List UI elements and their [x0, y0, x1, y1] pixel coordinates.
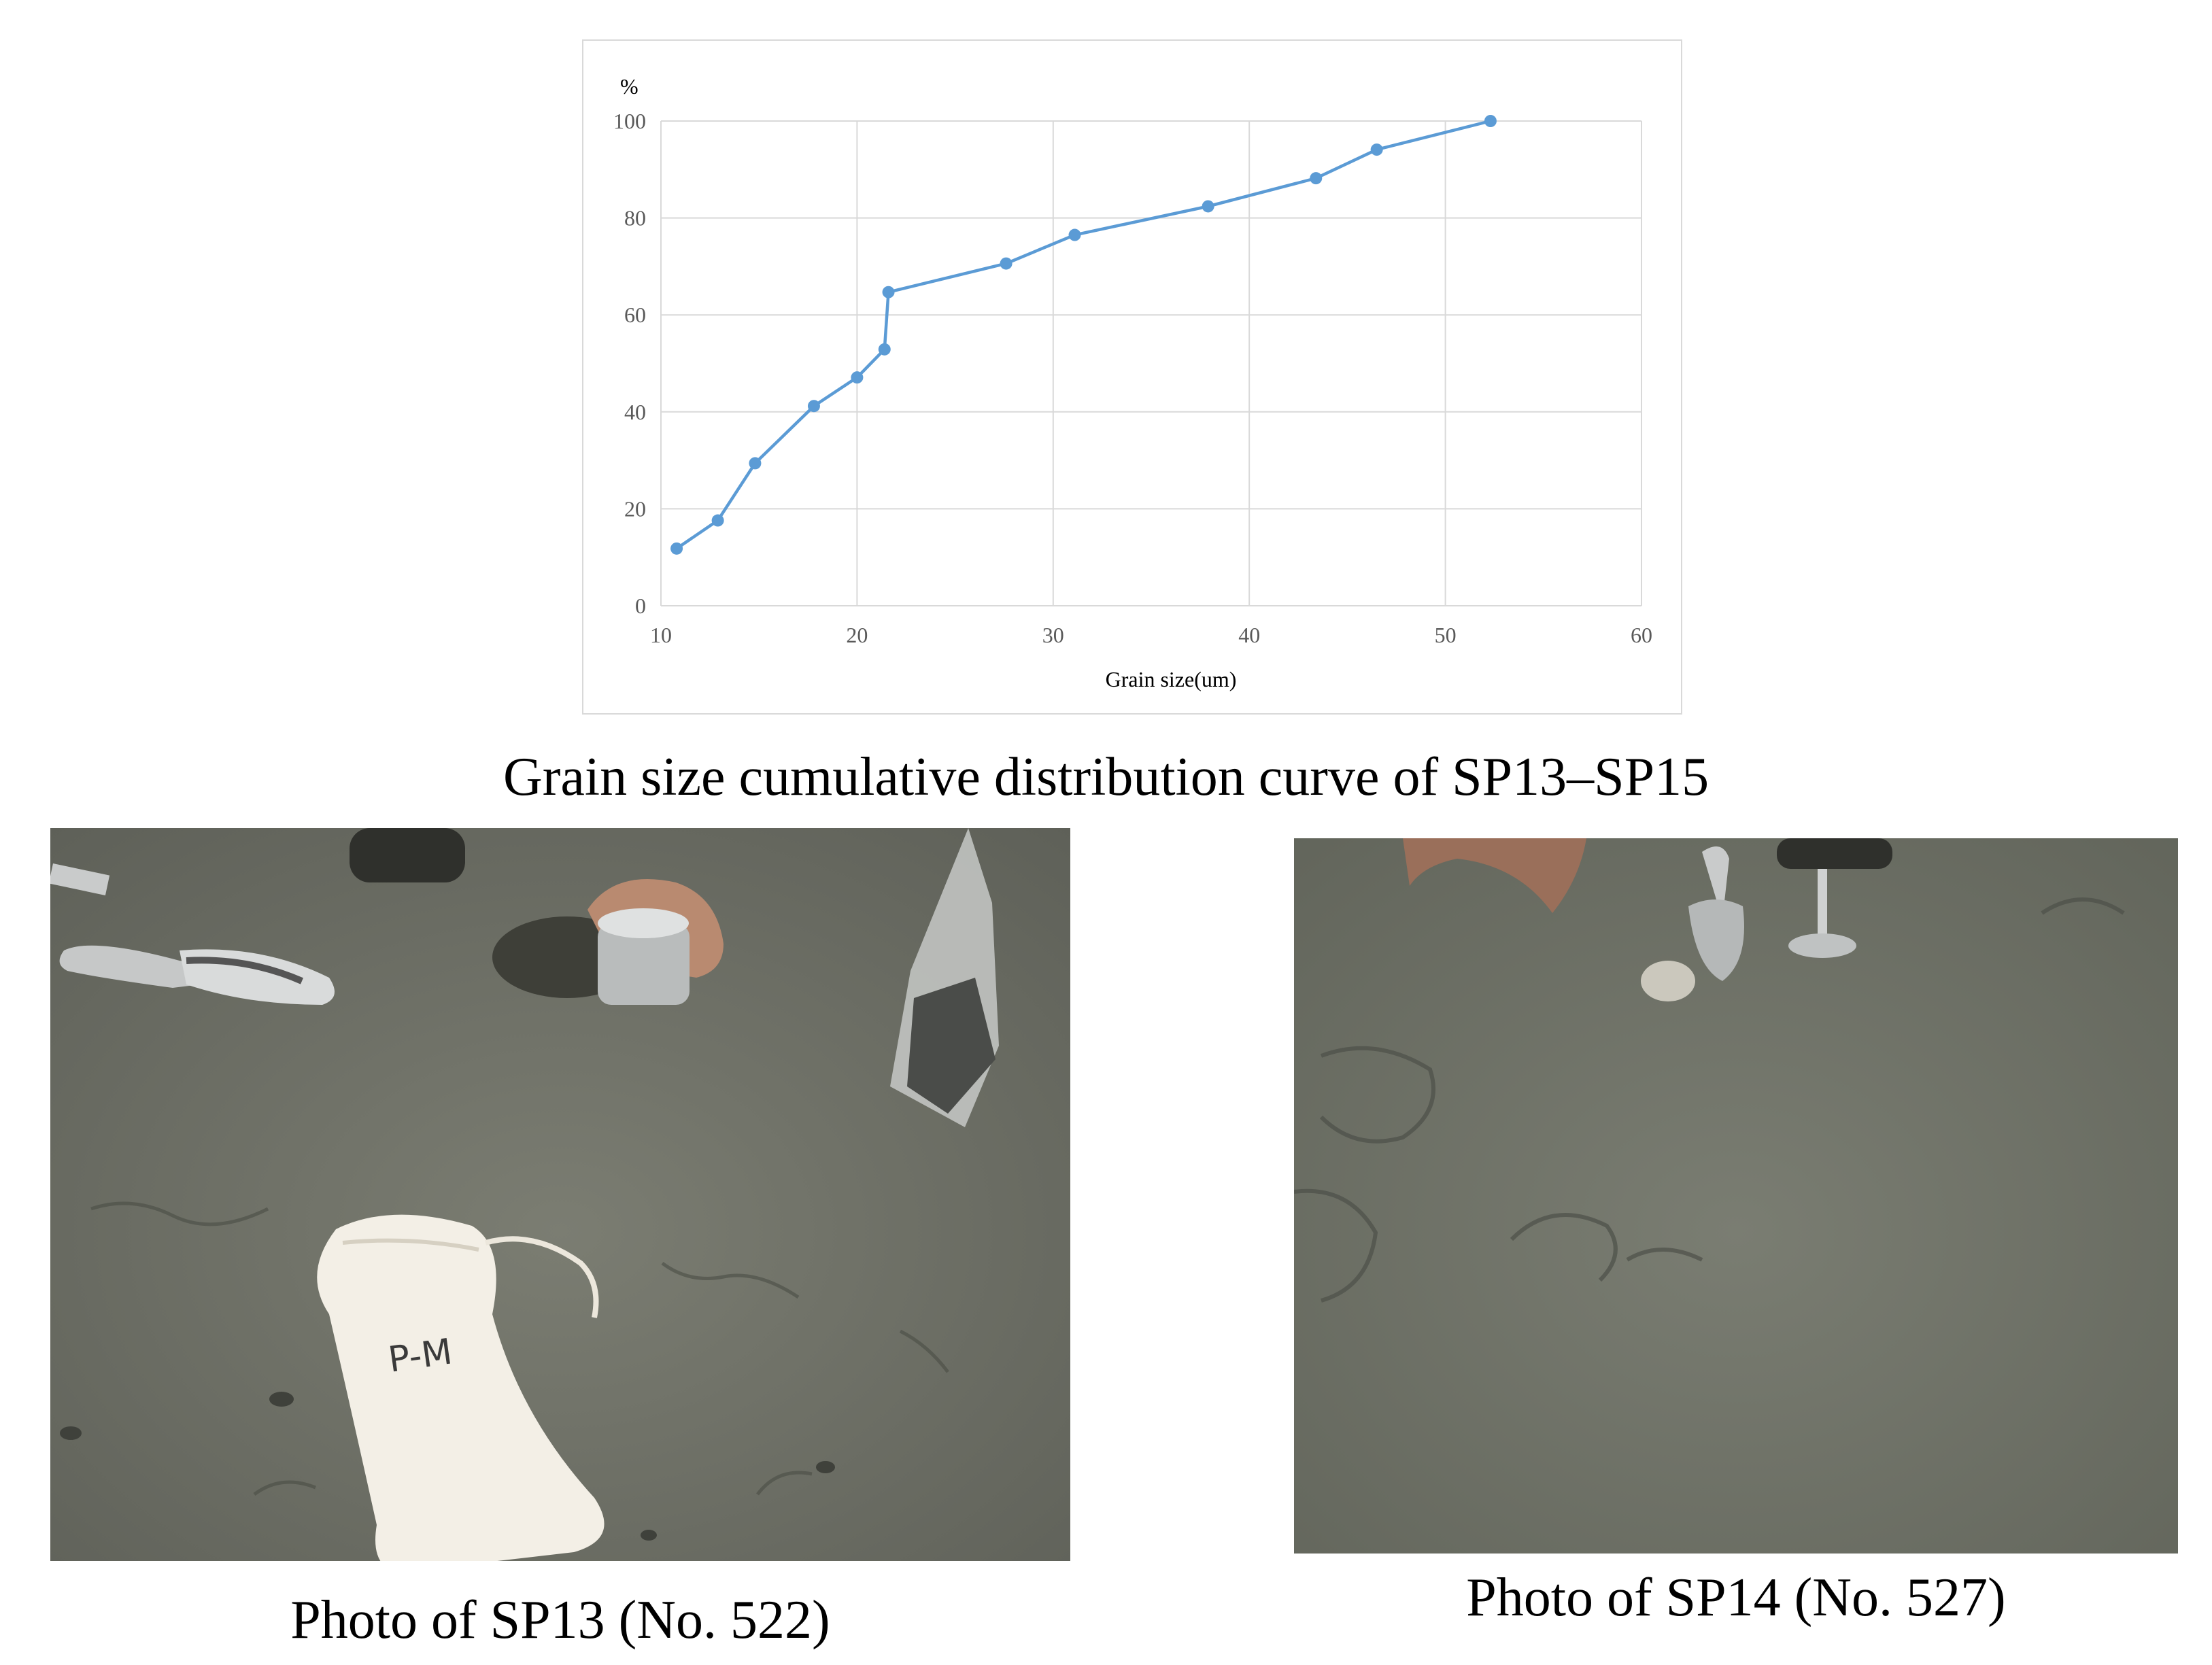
data-point — [851, 371, 864, 384]
bag-marking: P-M — [386, 1331, 454, 1380]
x-tick-label: 60 — [1631, 623, 1652, 647]
data-point — [1202, 200, 1214, 213]
reddish-rock — [1403, 838, 1586, 913]
y-tick-label: 60 — [624, 303, 646, 327]
trowel — [1688, 846, 1744, 981]
data-point — [749, 457, 762, 470]
data-point — [1068, 228, 1081, 241]
data-point — [1000, 257, 1013, 270]
shoe — [1777, 838, 1892, 869]
cloth-sample-bag: P-M — [317, 1214, 605, 1561]
dark-pebbles — [60, 1392, 835, 1541]
ring-sampler — [598, 908, 690, 1005]
plastic-sample-bag — [890, 828, 999, 1127]
data-point — [670, 542, 683, 555]
y-tick-label: 40 — [624, 400, 646, 424]
x-tick-label: 20 — [846, 623, 868, 647]
data-point — [1310, 172, 1323, 185]
data-point — [1484, 115, 1497, 127]
metal-strip — [50, 863, 110, 896]
footprints — [1294, 897, 2125, 1303]
y-tick-label: 80 — [624, 206, 646, 230]
series-line — [675, 119, 1491, 550]
chart-panel: 0 20 40 60 80 100 10 20 30 40 50 60 % Grain size(um… — [582, 39, 1682, 715]
x-tick-label: 30 — [1042, 623, 1064, 647]
shoe — [350, 828, 465, 882]
photo-sp13: P-M — [50, 828, 1070, 1561]
x-tick-label: 50 — [1435, 623, 1457, 647]
trowel — [59, 945, 335, 1005]
photo-sp14 — [1294, 838, 2178, 1554]
cumulative-distribution-chart: 0 20 40 60 80 100 10 20 30 40 50 60 % Grain size(um… — [613, 74, 1652, 691]
data-point — [882, 286, 895, 298]
x-tick-label: 10 — [650, 623, 672, 647]
y-axis-label: % — [620, 74, 639, 99]
x-tick-label: 40 — [1238, 623, 1260, 647]
photo-sp13-caption: Photo of SP13 (No. 522) — [290, 1590, 830, 1650]
chart-caption: Grain size cumulative distribution curve… — [503, 747, 1709, 807]
x-axis-label: Grain size(um) — [1106, 667, 1237, 691]
data-point — [878, 343, 891, 356]
photo-sp14-caption: Photo of SP14 (No. 527) — [1466, 1568, 2006, 1628]
data-point — [807, 400, 820, 413]
pebble — [1641, 961, 1695, 1001]
stake — [1788, 865, 1856, 958]
y-tick-label: 0 — [635, 594, 646, 618]
y-tick-label: 100 — [613, 109, 646, 133]
data-point — [1370, 143, 1383, 156]
y-tick-label: 20 — [624, 496, 646, 521]
data-point — [711, 514, 724, 527]
